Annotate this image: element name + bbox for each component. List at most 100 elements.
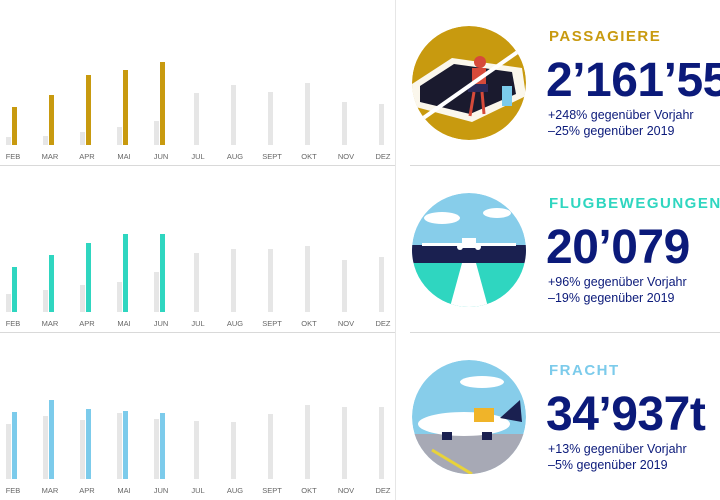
bar-prev-year [379,104,384,145]
bar-prev-year [6,424,11,479]
delta-prev-year: +13% gegenüber Vorjahr [548,442,687,456]
x-tick-label: APR [79,152,95,161]
x-tick-label: SEPT [262,319,282,328]
metric-label: FRACHT [549,362,620,379]
bar-prev-year [154,121,159,145]
bar-prev-year [379,407,384,479]
x-tick-label: APR [79,319,95,328]
x-tick-label: NOV [338,486,354,495]
bar-current-year [86,409,91,479]
x-tick-label: OKT [301,319,317,328]
bar-prev-year [268,249,273,312]
bar-prev-year [117,413,122,479]
bar-current-year [123,70,128,145]
x-tick-label: FEB [6,152,21,161]
bar-prev-year [154,419,159,479]
bar-prev-year [268,414,273,479]
bar-prev-year [194,253,199,312]
x-tick-label: JUN [154,319,169,328]
x-tick-label: JUL [191,152,204,161]
x-tick-label: MAR [42,486,59,495]
x-tick-label: MAR [42,152,59,161]
delta-2019: –19% gegenüber 2019 [548,291,675,305]
metric-value: 2’161’55 [546,54,720,107]
bar-current-year [12,107,17,145]
bar-prev-year [6,294,11,312]
bar-prev-year [117,282,122,312]
bar-prev-year [231,249,236,312]
bar-current-year [123,234,128,312]
delta-2019: –25% gegenüber 2019 [548,124,675,138]
metric-label: FLUGBEWEGUNGEN [549,195,720,212]
x-tick-label: JUN [154,152,169,161]
bar-prev-year [154,272,159,312]
metric-value: 34’937t [546,388,706,441]
bar-prev-year [231,85,236,145]
divider [0,332,395,333]
x-tick-label: MAI [117,152,130,161]
metric-label: PASSAGIERE [549,28,662,45]
bar-prev-year [194,421,199,479]
bar-prev-year [342,260,347,312]
x-tick-label: APR [79,486,95,495]
bar-prev-year [305,246,310,312]
bar-prev-year [6,137,11,145]
bar-prev-year [379,257,384,312]
bar-chart-flugbewegungen: FEB MAR APR MAI JUN JUL AUG SEPT OKT NOV DEZ [6,234,391,328]
x-tick-label: FEB [6,319,21,328]
bar-prev-year [268,92,273,145]
x-tick-label: MAI [117,319,130,328]
x-tick-label: DEZ [376,486,391,495]
x-tick-label: DEZ [376,319,391,328]
x-tick-label: JUL [191,486,204,495]
bar-prev-year [43,290,48,312]
chart-flugbewegungen: FEB MAR APR MAI JUN JUL AUG SEPT OKT NOV DEZ [0,167,395,333]
x-tick-label: JUL [191,319,204,328]
x-tick-label: MAI [117,486,130,495]
bar-current-year [49,400,54,479]
bar-current-year [12,267,17,312]
bar-chart-fracht: FEB MAR APR MAI JUN JUL AUG SEPT OKT NOV DEZ [6,400,391,495]
runway-airplane-illustration-icon [412,193,526,307]
chart-fracht: FEB MAR APR MAI JUN JUL AUG SEPT OKT NOV DEZ [0,334,395,500]
x-tick-label: FEB [6,486,21,495]
bar-chart-passagiere: FEB MAR APR MAI JUN JUL AUG SEPT OKT NOV DEZ [6,62,391,161]
bar-prev-year [194,93,199,145]
column-separator [395,0,396,500]
bar-prev-year [305,405,310,479]
bar-current-year [160,234,165,312]
passenger-lounge-illustration-icon [412,26,526,140]
chart-passagiere: FEB MAR APR MAI JUN JUL AUG SEPT OKT NOV DEZ [0,0,395,166]
x-tick-label: SEPT [262,486,282,495]
x-tick-label: OKT [301,152,317,161]
bar-prev-year [305,83,310,145]
x-tick-label: NOV [338,152,354,161]
cargo-plane-illustration-icon [412,360,526,474]
x-tick-label: OKT [301,486,317,495]
x-tick-label: AUG [227,486,243,495]
bar-current-year [86,75,91,145]
bar-prev-year [342,102,347,145]
divider [410,165,720,166]
delta-2019: –5% gegenüber 2019 [548,458,668,472]
divider [0,165,395,166]
bar-current-year [160,413,165,479]
metric-value: 20’079 [546,221,690,274]
bar-prev-year [117,127,122,145]
bar-prev-year [43,416,48,479]
bar-prev-year [231,422,236,479]
bar-current-year [12,412,17,479]
x-tick-label: NOV [338,319,354,328]
panel-passagiere: FEB MAR APR MAI JUN JUL AUG SEPT OKT NOV DEZ PASSA… [0,0,720,166]
divider [410,332,720,333]
x-tick-label: AUG [227,319,243,328]
x-tick-label: JUN [154,486,169,495]
bar-current-year [49,95,54,145]
bar-current-year [160,62,165,145]
x-tick-label: DEZ [376,152,391,161]
bar-prev-year [342,407,347,479]
panel-fracht: FEB MAR APR MAI JUN JUL AUG SEPT OKT NOV DEZ FRACH… [0,334,720,500]
bar-prev-year [80,132,85,145]
bar-prev-year [80,420,85,479]
panel-flugbewegungen: FEB MAR APR MAI JUN JUL AUG SEPT OKT NOV DEZ FLUGB… [0,167,720,333]
